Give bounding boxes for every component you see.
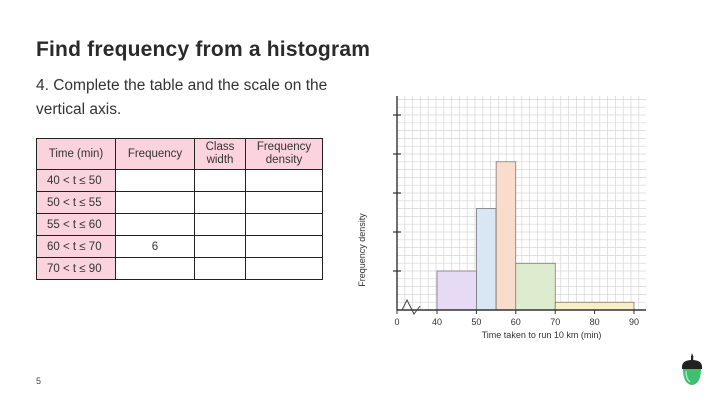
x-tick-label: 50: [471, 317, 481, 327]
histogram-chart: 0 40 50 60 70 80 90 Time taken to run 10 km (mi…: [357, 96, 646, 340]
histogram-bar-3: [515, 262, 556, 311]
cell-frequency[interactable]: [115, 191, 195, 214]
table-row: 50 < t ≤ 55: [36, 191, 323, 214]
histogram-bar-0: [436, 270, 477, 311]
x-tick-label: 80: [590, 317, 600, 327]
cell-class-width[interactable]: [194, 257, 246, 280]
x-tick-label: 40: [432, 317, 442, 327]
histogram-bar-1: [476, 208, 497, 311]
cell-frequency-density[interactable]: [245, 213, 323, 236]
cell-time: 60 < t ≤ 70: [36, 235, 116, 258]
table-row: 55 < t ≤ 60: [36, 213, 323, 236]
header-frequency-density: Frequency density: [245, 138, 323, 170]
question-text: 4. Complete the table and the scale on t…: [36, 77, 328, 118]
cell-frequency-density[interactable]: [245, 257, 323, 280]
table-row: 60 < t ≤ 70 6: [36, 235, 323, 258]
header-class-width: Class width: [194, 138, 246, 170]
acorn-icon: [682, 353, 702, 385]
cell-frequency-density[interactable]: [245, 191, 323, 214]
slide-title: Find frequency from a histogram: [36, 38, 371, 61]
cell-frequency-density[interactable]: [245, 235, 323, 258]
cell-class-width[interactable]: [194, 169, 246, 192]
cell-time: 70 < t ≤ 90: [36, 257, 116, 280]
frequency-table: Time (min) Frequency Class width Frequen…: [36, 138, 323, 280]
x-tick-label: 0: [394, 317, 399, 327]
histogram-bar-2: [495, 161, 517, 311]
header-frequency: Frequency: [115, 138, 195, 170]
slide-number: 5: [36, 376, 42, 386]
cell-class-width[interactable]: [194, 235, 246, 258]
cell-frequency[interactable]: [115, 169, 195, 192]
cell-time: 40 < t ≤ 50: [36, 169, 116, 192]
cell-class-width[interactable]: [194, 213, 246, 236]
cell-class-width[interactable]: [194, 191, 246, 214]
x-tick-label: 90: [629, 317, 639, 327]
table-row: 40 < t ≤ 50: [36, 169, 323, 192]
y-axis-label: Frequency density: [357, 213, 367, 287]
cell-frequency[interactable]: 6: [115, 235, 195, 258]
table-header-row: Time (min) Frequency Class width Frequen…: [36, 138, 323, 170]
cell-time: 50 < t ≤ 55: [36, 191, 116, 214]
x-tick-label: 70: [550, 317, 560, 327]
cell-time: 55 < t ≤ 60: [36, 213, 116, 236]
x-tick-label: 60: [511, 317, 521, 327]
cell-frequency[interactable]: [115, 257, 195, 280]
x-axis-label: Time taken to run 10 km (min): [482, 330, 602, 340]
header-time: Time (min): [36, 138, 116, 170]
cell-frequency[interactable]: [115, 213, 195, 236]
table-row: 70 < t ≤ 90: [36, 257, 323, 280]
axis-break-icon: [401, 298, 421, 315]
histogram-bar-4: [554, 301, 635, 311]
cell-frequency-density[interactable]: [245, 169, 323, 192]
